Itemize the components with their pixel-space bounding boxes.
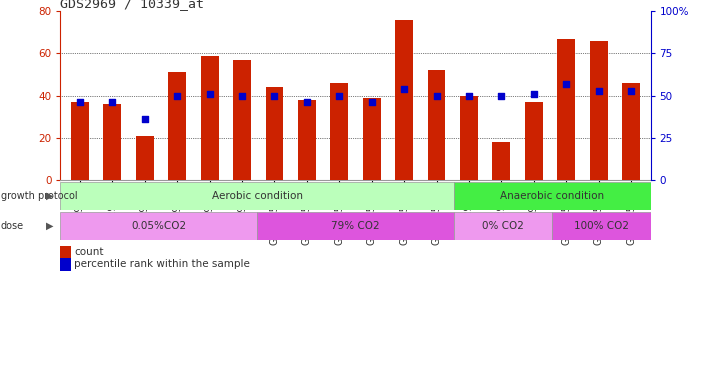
Bar	[589, 41, 608, 180]
Point	[139, 116, 151, 122]
Point	[560, 81, 572, 87]
Point	[107, 99, 118, 105]
FancyBboxPatch shape	[257, 212, 454, 240]
Bar	[136, 136, 154, 180]
Point	[626, 88, 637, 94]
Text: count: count	[74, 247, 104, 257]
FancyBboxPatch shape	[60, 182, 454, 210]
FancyBboxPatch shape	[454, 212, 552, 240]
Bar	[60, 246, 71, 258]
Point	[398, 86, 410, 92]
Bar	[427, 70, 446, 180]
Text: 0% CO2: 0% CO2	[482, 221, 524, 231]
Point	[301, 99, 313, 105]
FancyBboxPatch shape	[454, 182, 651, 210]
Point	[269, 93, 280, 99]
Bar	[363, 98, 380, 180]
Bar	[298, 100, 316, 180]
Text: 79% CO2: 79% CO2	[331, 221, 380, 231]
Bar	[265, 87, 284, 180]
Bar	[201, 56, 218, 180]
Bar	[493, 142, 510, 180]
Point	[496, 93, 507, 99]
Text: 100% CO2: 100% CO2	[574, 221, 629, 231]
Bar	[395, 20, 413, 180]
Point	[431, 93, 442, 99]
Bar	[233, 60, 251, 180]
Bar	[169, 72, 186, 180]
Point	[464, 93, 475, 99]
Point	[528, 91, 540, 97]
Bar	[71, 102, 89, 180]
Text: growth protocol: growth protocol	[1, 191, 77, 201]
Text: GDS2969 / 10339_at: GDS2969 / 10339_at	[60, 0, 205, 10]
Point	[236, 93, 247, 99]
FancyBboxPatch shape	[60, 212, 257, 240]
Text: Aerobic condition: Aerobic condition	[212, 191, 303, 201]
Point	[593, 88, 604, 94]
Bar	[557, 39, 575, 180]
Text: Anaerobic condition: Anaerobic condition	[500, 191, 604, 201]
Bar	[525, 102, 542, 180]
Point	[366, 99, 378, 105]
Text: 0.05%CO2: 0.05%CO2	[132, 221, 186, 231]
Text: dose: dose	[1, 221, 24, 231]
Point	[204, 91, 215, 97]
Bar	[60, 258, 71, 271]
Bar	[622, 83, 640, 180]
Bar	[460, 96, 478, 180]
Point	[171, 93, 183, 99]
Text: percentile rank within the sample: percentile rank within the sample	[74, 260, 250, 270]
Point	[74, 99, 85, 105]
Point	[333, 93, 345, 99]
Text: ▶: ▶	[46, 221, 53, 231]
FancyBboxPatch shape	[552, 212, 651, 240]
Bar	[331, 83, 348, 180]
Bar	[103, 104, 122, 180]
Text: ▶: ▶	[46, 191, 53, 201]
